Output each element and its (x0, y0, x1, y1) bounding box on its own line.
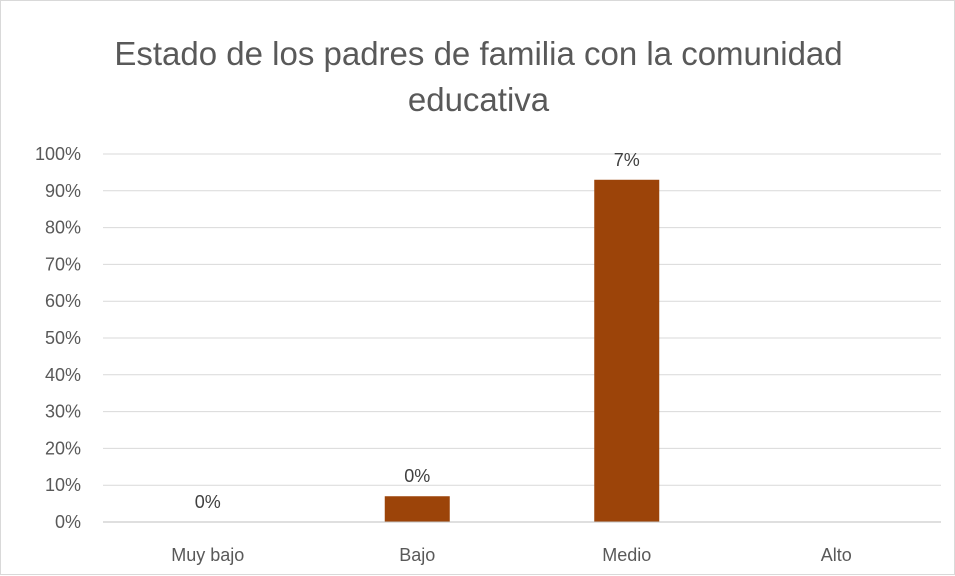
x-tick-label: Bajo (399, 545, 435, 565)
bars (384, 179, 660, 522)
x-tick-label: Muy bajo (171, 545, 244, 565)
y-axis-tick-labels: 0% 10% 20% 30% 40% 50% 60% 70% 80% 90% 100% (35, 144, 81, 532)
bar-medio (594, 179, 660, 522)
x-axis-tick-labels: Muy bajo Bajo Medio Alto (171, 545, 852, 565)
y-tick-label: 80% (45, 218, 81, 238)
data-label: 7% (614, 150, 640, 170)
data-label: 93% (818, 1, 854, 5)
y-tick-label: 70% (45, 254, 81, 274)
y-tick-label: 60% (45, 291, 81, 311)
x-tick-label: Alto (821, 545, 852, 565)
data-label: 0% (404, 466, 430, 486)
bar-bajo (384, 496, 450, 522)
chart-title: Estado de los padres de familia con la c… (114, 35, 843, 118)
y-tick-label: 100% (35, 144, 81, 164)
y-tick-label: 0% (55, 512, 81, 532)
y-tick-label: 90% (45, 181, 81, 201)
y-tick-label: 40% (45, 365, 81, 385)
x-tick-label: Medio (602, 545, 651, 565)
y-tick-label: 20% (45, 438, 81, 458)
y-tick-label: 50% (45, 328, 81, 348)
y-tick-label: 30% (45, 402, 81, 422)
y-tick-label: 10% (45, 475, 81, 495)
data-labels: 0% 0% 7% 93% (195, 1, 855, 512)
data-label: 0% (195, 492, 221, 512)
gridlines (103, 153, 941, 486)
